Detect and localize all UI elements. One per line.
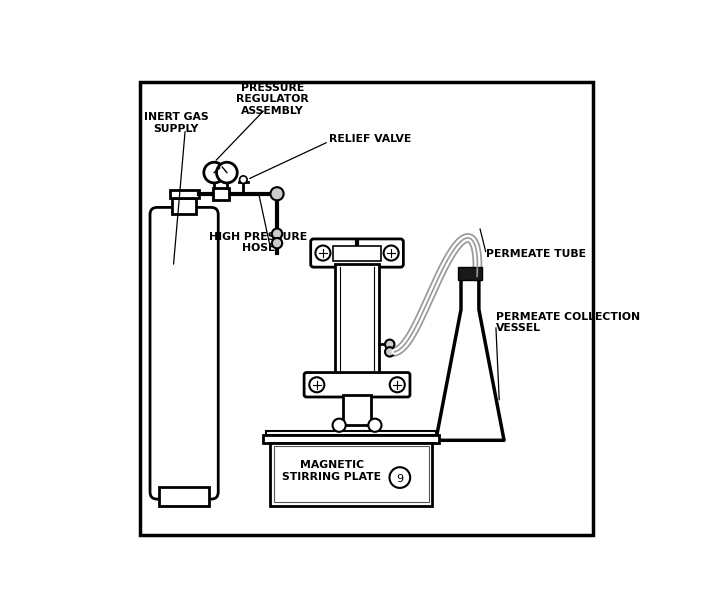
Circle shape xyxy=(385,340,395,349)
FancyBboxPatch shape xyxy=(150,207,218,499)
FancyBboxPatch shape xyxy=(304,373,410,397)
Bar xyxy=(213,188,230,200)
Bar xyxy=(343,395,371,425)
Bar xyxy=(172,198,197,214)
Circle shape xyxy=(310,377,325,392)
Text: HIGH PRESSURE
HOSE: HIGH PRESSURE HOSE xyxy=(209,232,307,254)
FancyBboxPatch shape xyxy=(311,239,403,267)
Circle shape xyxy=(390,467,410,488)
Text: MAGNETIC
STIRRING PLATE: MAGNETIC STIRRING PLATE xyxy=(282,461,381,482)
Bar xyxy=(159,488,209,506)
Bar xyxy=(458,267,482,280)
Circle shape xyxy=(385,347,395,357)
Circle shape xyxy=(332,419,346,432)
Text: RELIEF VALVE: RELIEF VALVE xyxy=(329,134,411,144)
Bar xyxy=(266,431,436,435)
Text: 9: 9 xyxy=(396,474,403,483)
Text: PERMEATE TUBE: PERMEATE TUBE xyxy=(486,249,586,260)
Text: PERMEATE COLLECTION
VESSEL: PERMEATE COLLECTION VESSEL xyxy=(495,312,640,334)
Circle shape xyxy=(384,246,399,260)
Circle shape xyxy=(272,238,282,248)
Circle shape xyxy=(390,377,405,392)
Circle shape xyxy=(315,246,330,260)
Circle shape xyxy=(272,229,282,239)
Circle shape xyxy=(204,163,225,183)
Text: INERT GAS
SUPPLY: INERT GAS SUPPLY xyxy=(144,112,208,134)
Circle shape xyxy=(217,163,237,183)
Text: PRESSURE
REGULATOR
ASSEMBLY: PRESSURE REGULATOR ASSEMBLY xyxy=(236,82,309,116)
Bar xyxy=(169,189,199,198)
Bar xyxy=(333,246,381,260)
Bar xyxy=(335,265,380,375)
Bar xyxy=(274,447,428,502)
Circle shape xyxy=(240,176,247,183)
Bar xyxy=(263,435,439,442)
Circle shape xyxy=(270,187,284,200)
Circle shape xyxy=(368,419,382,432)
Bar xyxy=(270,442,433,506)
